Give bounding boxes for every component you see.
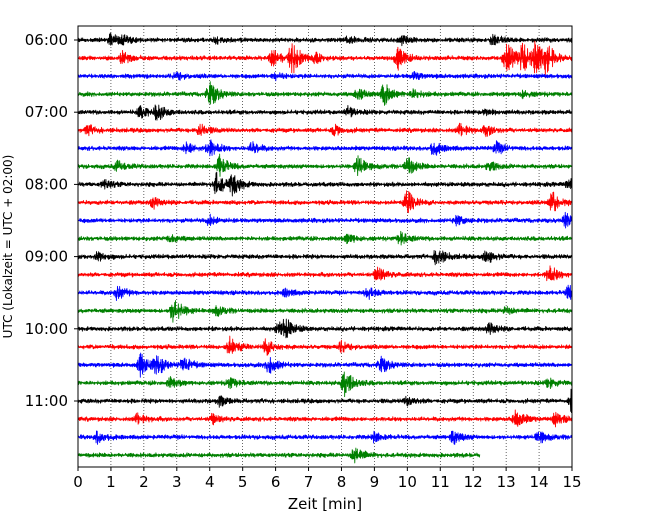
trace-row-1100 [77, 388, 573, 413]
x-axis-ticks: 0 1 2 3 4 5 6 7 8 9 10 11 12 13 14 15 [73, 467, 582, 491]
trace-row-0930 [77, 284, 573, 301]
plot-frame [77, 25, 573, 468]
trace-row-0845 [77, 230, 573, 246]
trace-row-0600 [77, 32, 573, 47]
x-tick-label: 5 [238, 473, 248, 491]
trace-row-1000 [77, 318, 573, 339]
x-tick-label: 14 [530, 473, 549, 491]
x-tick-label: 15 [562, 473, 581, 491]
y-tick-label: 06:00 [25, 31, 68, 49]
trace-row-1145 [77, 447, 481, 464]
trace-row-1045 [77, 371, 573, 398]
x-tick-label: 4 [205, 473, 215, 491]
trace-row-0900 [77, 250, 572, 266]
x-tick-label: 10 [398, 473, 417, 491]
trace-row-1015 [77, 335, 573, 356]
x-tick-label: 13 [497, 473, 516, 491]
x-tick-label: 0 [73, 473, 83, 491]
x-tick-label: 6 [271, 473, 281, 491]
x-tick-label: 8 [337, 473, 347, 491]
x-tick-label: 12 [464, 473, 483, 491]
y-tick-label: 09:00 [25, 248, 68, 266]
y-axis-ticks: 06:00 07:00 08:00 09:00 10:00 11:00 [25, 31, 78, 410]
trace-row-0645 [77, 81, 573, 106]
trace-row-0615 [77, 40, 573, 79]
x-tick-label: 11 [431, 473, 450, 491]
x-tick-label: 2 [139, 473, 149, 491]
trace-row-0915 [77, 265, 573, 282]
trace-row-0715 [77, 122, 573, 138]
trace-row-0945 [77, 300, 573, 323]
trace-row-0745 [77, 153, 573, 177]
y-tick-label: 10:00 [25, 320, 68, 338]
x-tick-label: 9 [370, 473, 380, 491]
trace-row-0830 [77, 211, 573, 229]
x-tick-label: 1 [106, 473, 116, 491]
y-tick-label: 08:00 [25, 175, 68, 193]
x-tick-label: 3 [172, 473, 182, 491]
y-tick-label: 11:00 [25, 392, 68, 410]
trace-row-1030 [77, 352, 573, 378]
y-axis-label: UTC (Lokalzeit = UTC + 02:00) [1, 155, 15, 339]
trace-row-0815 [77, 190, 573, 214]
trace-row-0700 [77, 104, 573, 121]
trace-rows [77, 32, 573, 464]
trace-row-0630 [77, 70, 573, 82]
y-tick-label: 07:00 [25, 103, 68, 121]
x-axis-label: Zeit [min] [288, 495, 362, 513]
trace-row-1130 [77, 430, 573, 445]
trace-row-0800 [77, 171, 573, 197]
trace-row-1115 [77, 409, 573, 428]
trace-row-0730 [77, 139, 573, 157]
x-tick-label: 7 [304, 473, 314, 491]
